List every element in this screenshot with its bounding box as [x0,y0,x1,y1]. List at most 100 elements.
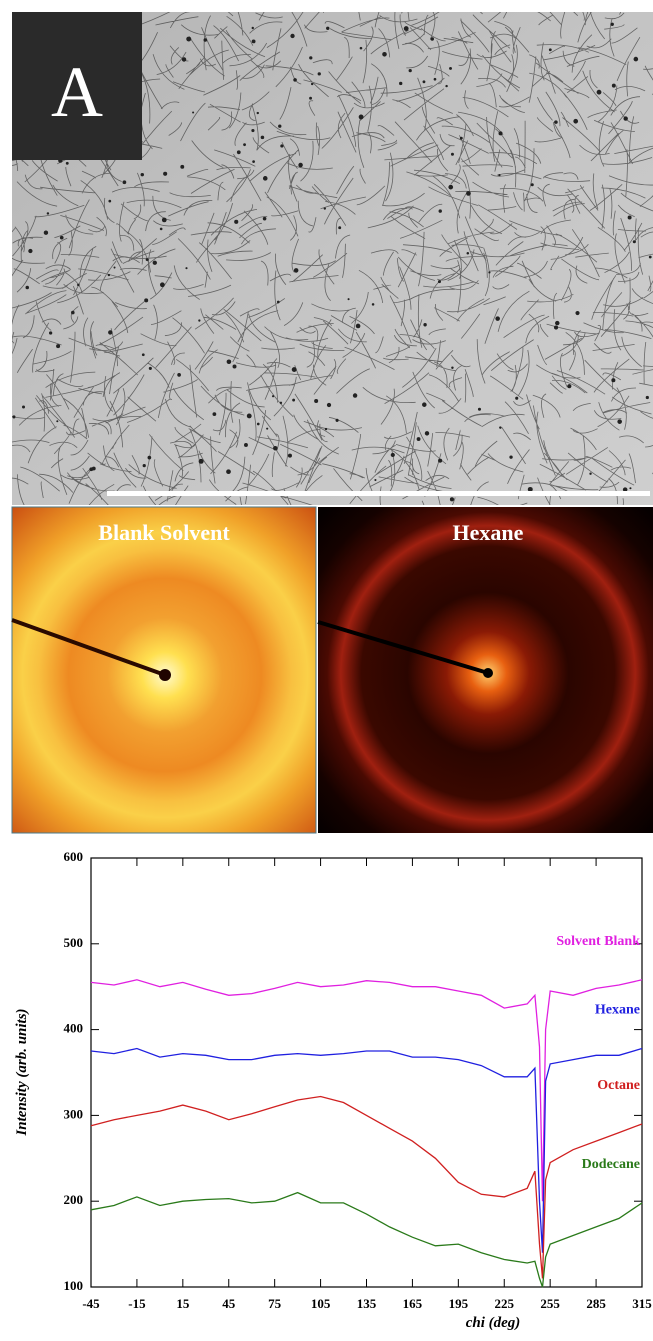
y-tick-label: 100 [64,1278,84,1293]
fiber-node [425,431,429,435]
fiber-node [44,231,48,235]
series-line [91,1049,642,1253]
fiber-node [252,160,255,163]
fiber-node [162,218,167,223]
fiber-node [374,479,376,481]
fiber-node [180,165,184,169]
fiber-node [449,67,452,70]
fiber-node [142,353,145,356]
fiber-node [243,143,246,146]
fiber-node [567,384,571,388]
fiber-node [478,408,481,411]
fiber-node [257,423,260,426]
fiber-node [628,216,632,220]
plot-frame [91,858,642,1287]
fiber-node [108,330,112,334]
fiber-node [612,84,616,88]
fiber-node [549,48,552,51]
fiber-node [199,459,204,464]
fiber-node [417,437,421,441]
x-tick-label: -45 [82,1296,100,1311]
fiber-node [646,396,649,399]
series-label: Hexane [595,1003,640,1018]
fiber-node [499,131,503,135]
fiber-node [611,23,614,26]
fiber-node [531,183,534,186]
series-line [91,980,642,1201]
x-axis-label: chi (deg) [466,1315,521,1331]
y-axis-label: Intensity (arb. units) [14,1008,30,1136]
series-line [91,1193,642,1287]
fiber-node [438,459,442,463]
fiber-node [227,359,232,364]
scale-bar [107,491,650,496]
fiber-node [422,402,427,407]
fiber-node [460,137,463,140]
page: A Blank Solvent Hexane chi (deg) Intensi… [0,0,653,1341]
fiber-node [353,393,357,397]
fiber-node [336,419,339,422]
fiber-node [280,402,282,404]
panel-label: A [51,52,103,132]
fiber-node [573,119,578,124]
fiber-node [554,325,558,329]
fiber-node [327,403,331,407]
fiber-node [47,212,49,214]
fiber-node [292,399,295,402]
x-tick-label: 285 [586,1296,606,1311]
fiber-node [324,207,326,209]
fiber-node [466,191,471,196]
fiber-node [186,37,191,42]
fiber-node [261,136,265,140]
fiber-node [409,69,412,72]
fiber-node [266,428,268,430]
fiber-node [273,446,278,451]
fiber-node [56,420,58,422]
fiber-node [314,399,318,403]
fiber-node [649,256,652,259]
x-tick-label: 75 [268,1296,282,1311]
fiber-node [123,180,127,184]
fiber-node [498,174,500,176]
fiber-node [192,111,194,113]
fiber-node [298,163,302,167]
fiber-node [554,120,558,124]
fiber-node [372,303,375,306]
fiber-node [28,249,32,253]
fiber-node [309,56,312,59]
x-tick-label: 105 [311,1296,331,1311]
fiber-node [515,397,518,400]
fiber-node [589,473,591,475]
x-tick-label: 315 [632,1296,652,1311]
fiber-node [114,267,116,269]
fiber-node [149,367,152,370]
y-tick-label: 600 [64,849,84,864]
fiber-node [360,47,363,50]
x-tick-label: 255 [540,1296,560,1311]
fiber-node [272,395,274,397]
fiber-node [318,72,321,75]
fiber-node [182,57,186,61]
fiber-node [234,220,238,224]
fiber-node [624,116,628,120]
fiber-node [293,78,297,82]
fiber-node [611,378,615,382]
x-tick-label: 165 [403,1296,423,1311]
fiber-node [146,258,149,261]
fiber-node [237,150,241,154]
fiber-node [185,267,187,269]
fiber-node [423,323,426,326]
fiber-node [445,85,447,87]
fiber-node [634,57,639,62]
fiber-node [66,162,69,165]
fiber-node [141,173,144,176]
fiber-node [71,311,75,315]
fiber-node [144,298,148,302]
fiber-node [22,405,25,408]
fiber-node [92,467,96,471]
fiber-node [391,453,395,457]
fiber-node [288,454,292,458]
fiber-node [448,185,453,190]
saxs-title: Blank Solvent [98,520,230,545]
fiber-node [204,38,208,42]
